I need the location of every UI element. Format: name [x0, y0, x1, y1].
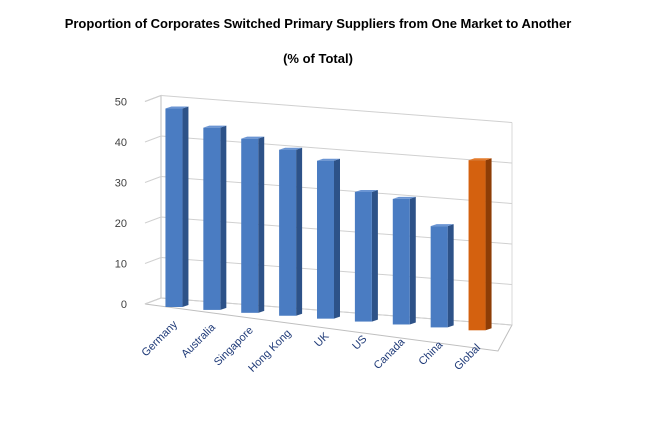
- bar-side: [485, 158, 492, 331]
- x-tick-label: UK: [312, 330, 332, 350]
- bar-front: [430, 226, 448, 328]
- gridline-side: [144, 176, 162, 183]
- x-tick-label: Germany: [140, 318, 181, 359]
- bar-us: [354, 189, 378, 322]
- bars: [165, 106, 492, 331]
- bar-front: [279, 149, 297, 316]
- bar-top: [165, 106, 189, 109]
- y-tick-label: 40: [115, 137, 127, 149]
- bar-top: [468, 158, 492, 161]
- bar-side: [220, 125, 227, 310]
- bar-germany: [165, 106, 189, 307]
- bar-china: [430, 224, 454, 328]
- chart-subtitle: (% of Total): [283, 51, 353, 66]
- side-wall: [144, 94, 162, 305]
- x-tick-label: Australia: [179, 321, 218, 360]
- y-axis-ticks: 0 10 20 30 40 50: [115, 97, 127, 312]
- bar-front: [165, 108, 183, 307]
- bar-side: [258, 136, 265, 313]
- bar-front: [354, 191, 372, 322]
- bar-top: [354, 189, 378, 192]
- gridline-side: [144, 297, 162, 305]
- x-tick-label: Singapore: [212, 324, 256, 368]
- y-tick-label: 50: [115, 97, 127, 109]
- bar-side: [447, 224, 454, 328]
- bar-global: [468, 158, 492, 331]
- chart-title: Proportion of Corporates Switched Primar…: [64, 16, 572, 31]
- bar-canada: [392, 196, 416, 325]
- bar-side: [334, 158, 340, 319]
- bar-front: [392, 198, 410, 325]
- x-tick-label: Canada: [372, 336, 408, 372]
- bar-side: [409, 196, 416, 325]
- gridline-side: [144, 95, 162, 102]
- bar-front: [203, 127, 221, 310]
- bar-side: [296, 147, 303, 316]
- bar-top: [279, 147, 303, 150]
- bar-hong-kong: [279, 147, 303, 316]
- gridline-side: [144, 257, 162, 264]
- bar-front: [317, 160, 334, 319]
- bar-side: [182, 106, 189, 307]
- gridline-side: [144, 135, 162, 143]
- bar-singapore: [241, 136, 265, 313]
- bar-top: [430, 224, 454, 227]
- bar-top: [392, 196, 416, 199]
- bar-side: [371, 189, 378, 322]
- gridline-side: [144, 216, 162, 224]
- gridline: [160, 95, 513, 123]
- bar-top: [203, 125, 227, 128]
- x-tick-label: US: [350, 333, 369, 352]
- bar-australia: [203, 125, 227, 310]
- y-tick-label: 30: [115, 178, 127, 190]
- bar-uk: [317, 158, 340, 319]
- bar-top: [317, 158, 340, 161]
- bar-front: [241, 138, 259, 313]
- bar-front: [468, 160, 486, 331]
- y-tick-label: 10: [115, 259, 127, 271]
- y-tick-label: 20: [115, 218, 127, 230]
- y-tick-label: 0: [121, 299, 127, 311]
- bar-top: [241, 136, 265, 139]
